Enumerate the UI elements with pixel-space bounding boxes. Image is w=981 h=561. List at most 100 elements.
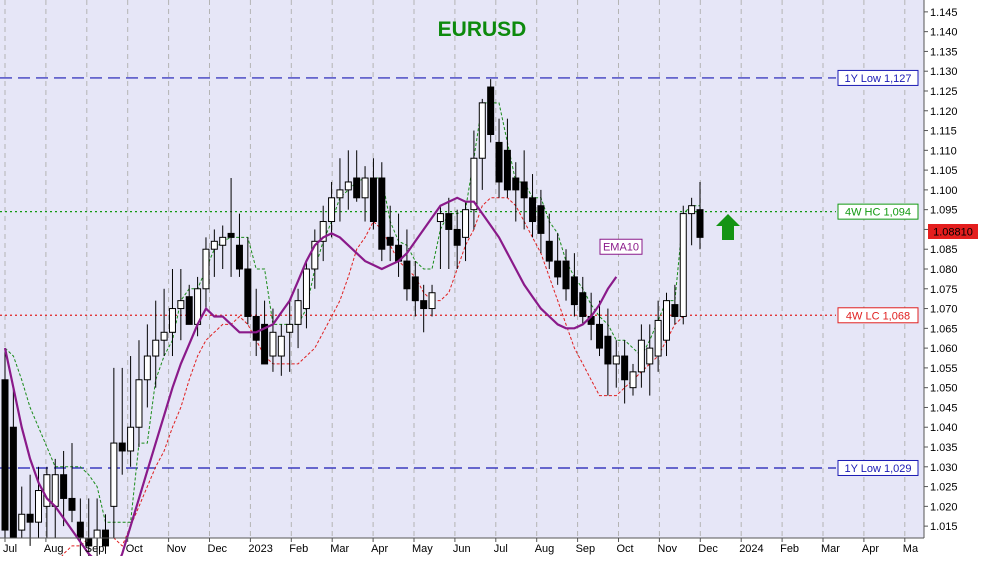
candle-body	[152, 339, 160, 357]
candle-body	[311, 240, 319, 270]
candle-body	[378, 177, 386, 250]
y-tick-label: 1.110	[930, 145, 957, 157]
y-tick-label: 1.125	[930, 86, 958, 98]
y-tick-label: 1.065	[930, 323, 958, 335]
x-tick-label: Oct	[617, 543, 634, 555]
candle-body	[235, 244, 243, 270]
candle-body	[202, 248, 210, 290]
y-tick-label: 1.020	[930, 501, 958, 513]
candle-body	[562, 260, 570, 290]
candle-body	[68, 497, 76, 511]
candle-body	[570, 276, 578, 306]
candle-body	[185, 296, 193, 325]
candle-body	[654, 319, 662, 357]
candle-body	[554, 260, 562, 278]
candle-body	[160, 331, 168, 341]
x-tick-label: Aug	[44, 543, 64, 555]
candle-body	[177, 300, 185, 310]
current-price-tag: 1.08810	[928, 224, 978, 239]
y-tick-label: 1.015	[930, 521, 958, 533]
x-tick-label: Aug	[535, 543, 555, 555]
candle-body	[428, 292, 436, 310]
x-tick-label: Jun	[453, 543, 471, 555]
candle-body	[445, 213, 453, 230]
candle-body	[294, 300, 302, 325]
candle-body	[621, 355, 629, 381]
y-tick-label: 1.140	[930, 27, 958, 39]
candle-body	[596, 323, 604, 349]
x-tick-label: Dec	[208, 543, 228, 555]
y-tick-label: 1.025	[930, 482, 958, 494]
x-tick-label: Feb	[780, 543, 799, 555]
candle-body	[60, 474, 68, 499]
candle-body	[252, 315, 260, 341]
x-tick-label: Apr	[862, 543, 879, 555]
y-tick-label: 1.130	[930, 66, 958, 78]
band-lines	[4, 102, 700, 561]
x-tick-label: Sep	[85, 543, 105, 555]
y-tick-label: 1.120	[930, 106, 958, 118]
candle-body	[168, 308, 176, 333]
y-tick-label: 1.070	[930, 304, 958, 316]
candle-body	[663, 300, 671, 341]
candle-body	[604, 335, 612, 365]
candle-body	[361, 177, 369, 199]
candle-body	[26, 513, 34, 523]
level-label: 1Y Low 1,127	[844, 73, 911, 85]
candle-body	[319, 221, 327, 242]
y-tick-label: 1.100	[930, 185, 958, 197]
candle-body	[462, 209, 470, 238]
candle-body	[227, 232, 235, 238]
candle-body	[453, 228, 461, 246]
x-tick-label: Oct	[126, 543, 143, 555]
candle-body	[537, 205, 545, 234]
candle-body	[495, 141, 503, 183]
x-tick-label: Jul	[494, 543, 508, 555]
candle-body	[76, 521, 84, 539]
candle-body	[403, 260, 411, 290]
candle-body	[369, 177, 377, 223]
candle-body	[646, 347, 654, 365]
candle-body	[512, 177, 520, 191]
annotations	[716, 214, 740, 240]
level-label: 1Y Low 1,029	[844, 463, 911, 475]
candle-body	[18, 513, 26, 531]
x-tick-label: Jul	[3, 543, 17, 555]
candle-body	[1, 379, 9, 531]
candle-body	[93, 529, 101, 539]
candle-body	[353, 177, 361, 199]
upper-band-line	[4, 102, 700, 523]
x-tick-label: Dec	[698, 543, 718, 555]
candle-body	[487, 86, 495, 135]
level-label-box	[837, 69, 919, 86]
y-tick-label: 1.075	[930, 284, 958, 296]
candle-series	[1, 79, 704, 561]
candle-body	[420, 300, 428, 310]
level-label-box	[837, 203, 919, 220]
candle-body	[336, 189, 344, 199]
candle-body	[696, 209, 704, 238]
candle-body	[386, 236, 394, 246]
candle-body	[277, 335, 285, 357]
candle-body	[679, 213, 687, 317]
x-tick-label: Apr	[371, 543, 388, 555]
x-tick-label: Feb	[289, 543, 308, 555]
candle-body	[110, 442, 118, 507]
x-tick-label: Mar	[821, 543, 840, 555]
candle-body	[478, 102, 486, 159]
lower-band-line	[57, 197, 684, 561]
y-tick-label: 1.145	[930, 7, 958, 19]
candle-body	[34, 490, 42, 523]
x-tick-label: 2023	[248, 543, 272, 555]
candle-body	[520, 181, 528, 199]
candle-body	[51, 474, 59, 507]
candle-body	[671, 304, 679, 317]
candle-body	[269, 331, 277, 357]
ema-label: EMA10	[603, 242, 639, 254]
y-axis: 1.015 1.020 1.025 1.030 1.035 1.040 1.045 1.050…	[924, 7, 958, 533]
y-tick-label: 1.055	[930, 363, 958, 375]
x-axis: Jul Aug Sep Oct Nov Dec 2023 Feb Mar Apr May Jun Jul…	[3, 538, 919, 555]
candle-body	[143, 355, 151, 381]
candle-body	[688, 205, 696, 215]
